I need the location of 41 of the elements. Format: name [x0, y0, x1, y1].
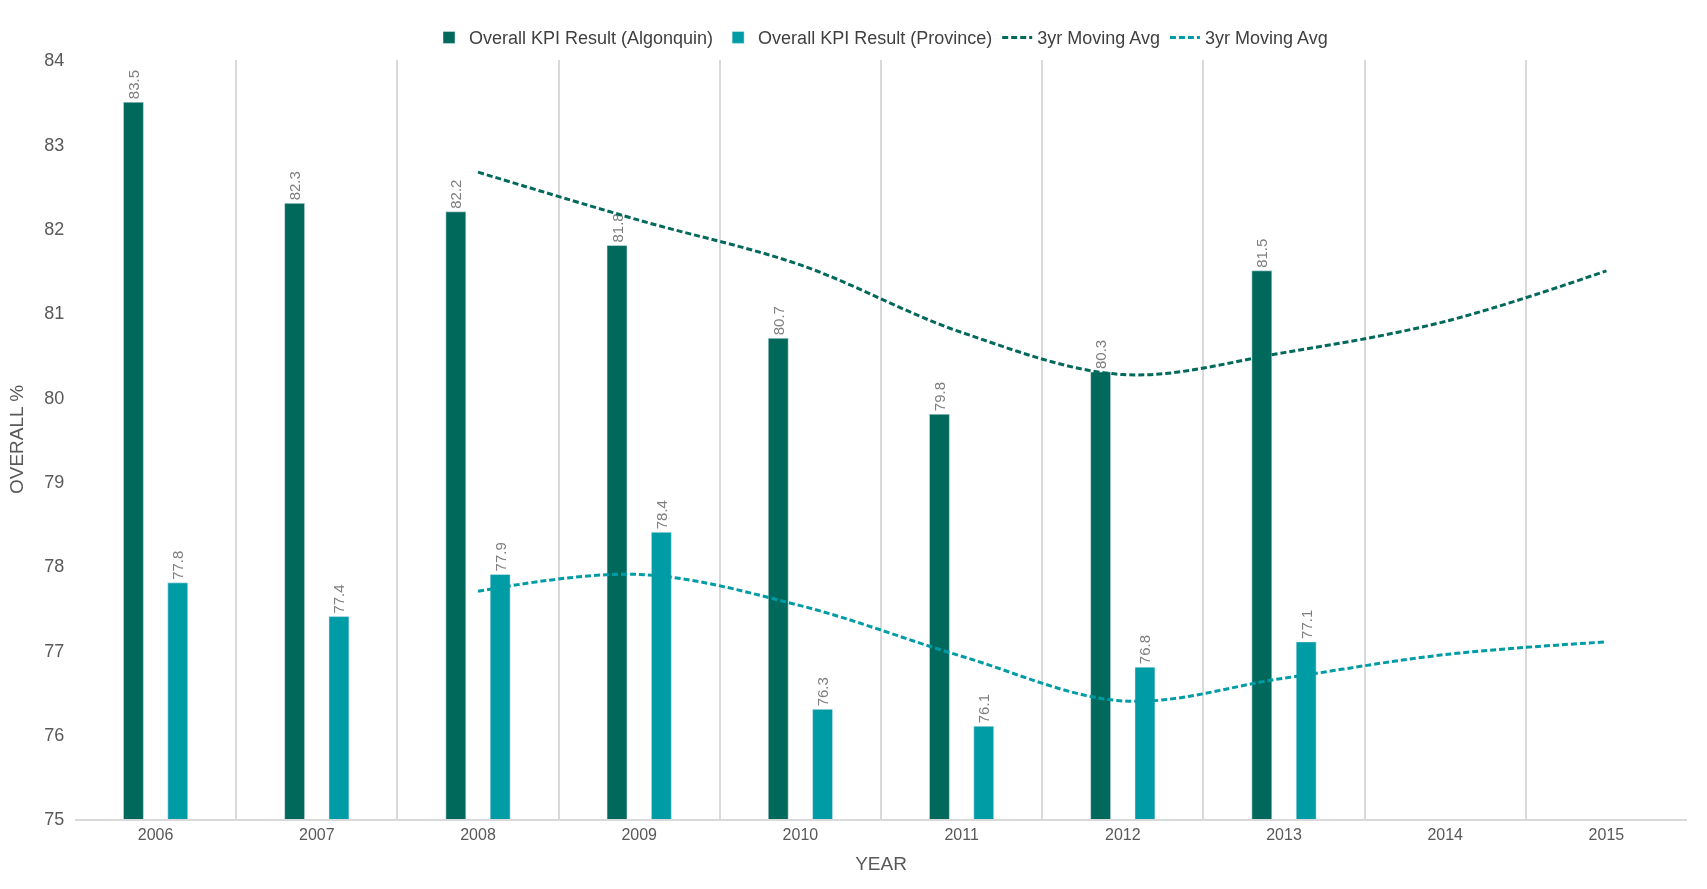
- data-label: 81.5: [1253, 238, 1271, 268]
- x-tick-label: 2010: [782, 825, 819, 843]
- data-label: 79.8: [930, 382, 948, 412]
- y-tick-label: 80: [44, 387, 65, 408]
- y-tick-label: 84: [44, 50, 65, 71]
- data-label: 76.3: [814, 677, 832, 707]
- x-tick-label: 2015: [1588, 825, 1625, 843]
- legend-label: Overall KPI Result (Province): [758, 28, 993, 49]
- y-tick-label: 83: [44, 134, 65, 155]
- x-axis-title: YEAR: [855, 853, 907, 875]
- data-label: 76.8: [1136, 635, 1154, 665]
- legend-label: 3yr Moving Avg: [1037, 28, 1160, 49]
- x-tick-label: 2008: [460, 825, 496, 843]
- y-tick-label: 79: [44, 471, 65, 492]
- data-label: 77.9: [491, 542, 509, 572]
- y-axis-title: OVERALL %: [6, 384, 28, 495]
- legend-label: Overall KPI Result (Algonquin): [469, 28, 714, 49]
- x-tick-label: 2009: [621, 825, 658, 843]
- y-tick-label: 81: [44, 303, 65, 324]
- data-label: 77.4: [330, 584, 348, 614]
- y-tick-label: 82: [44, 218, 65, 239]
- x-tick-label: 2013: [1266, 825, 1302, 843]
- x-tick-label: 2012: [1105, 825, 1141, 843]
- legend-label: 3yr Moving Avg: [1204, 28, 1328, 49]
- x-tick-label: 2011: [944, 825, 979, 843]
- data-label: 82.2: [447, 179, 465, 209]
- data-label: 78.4: [652, 500, 670, 530]
- y-tick-label: 77: [44, 640, 65, 661]
- x-tick-label: 2007: [299, 825, 335, 843]
- data-label: 76.1: [975, 694, 993, 724]
- data-label: 82.3: [286, 171, 304, 201]
- y-tick-label: 78: [44, 556, 65, 577]
- data-label: 80.3: [1092, 339, 1110, 370]
- y-tick-label: 76: [44, 724, 65, 745]
- x-tick-label: 2014: [1427, 825, 1464, 843]
- data-label: 83.5: [124, 69, 142, 100]
- data-label: 77.1: [1297, 609, 1315, 639]
- data-label: 80.7: [769, 306, 787, 336]
- x-tick-label: 2006: [137, 825, 174, 843]
- y-tick-label: 75: [44, 809, 65, 830]
- data-label: 77.8: [169, 550, 187, 580]
